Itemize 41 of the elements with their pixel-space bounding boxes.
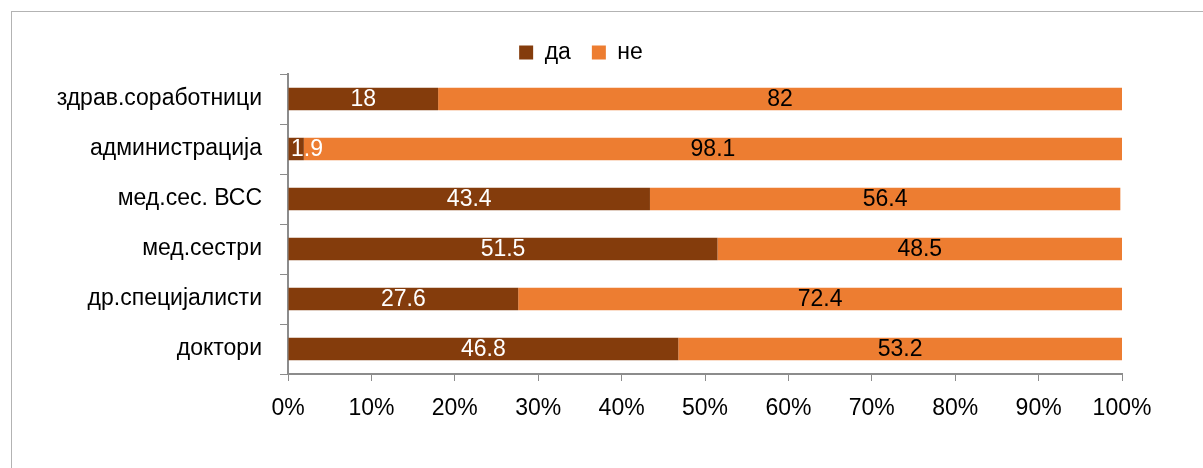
bar: [288, 287, 519, 311]
legend-label: не: [617, 37, 643, 64]
bar: [518, 287, 1122, 311]
y-tick-label: администрација: [90, 134, 263, 161]
y-tick-label: здрав.соработници: [56, 84, 262, 111]
x-tick-label: 60%: [765, 394, 812, 421]
x-tick-label: 20%: [431, 394, 478, 421]
bar: [288, 187, 650, 211]
y-tick-label: доктори: [176, 334, 262, 361]
data-label: 27.6: [380, 285, 426, 312]
data-label: 98.1: [690, 135, 736, 162]
y-tick-label: др.специјалисти: [87, 284, 262, 311]
data-label: 82: [767, 85, 793, 112]
x-tick-label: 70%: [848, 394, 895, 421]
x-tick-label: 10%: [348, 394, 395, 421]
x-tick-label: 0%: [271, 394, 305, 421]
x-tick-label: 30%: [515, 394, 562, 421]
x-tick-label: 50%: [681, 394, 729, 421]
bar: [288, 87, 439, 111]
data-label: 1.9: [290, 135, 323, 162]
bar: [288, 337, 679, 361]
data-label: 51.5: [480, 235, 526, 262]
x-tick-label: 100%: [1092, 394, 1152, 421]
data-label: 46.8: [461, 335, 506, 362]
data-label: 56.4: [862, 185, 908, 212]
y-tick-label: мед.сес. ВСС: [117, 184, 262, 211]
bar: [288, 237, 718, 261]
data-label: 18: [350, 85, 377, 112]
data-label: 43.4: [446, 185, 492, 212]
bar: [649, 187, 1121, 211]
legend-label: да: [544, 37, 572, 64]
bar: [438, 87, 1122, 111]
bar: [678, 337, 1122, 361]
bar: [717, 237, 1122, 261]
x-tick-label: 90%: [1015, 394, 1062, 421]
x-tick-label: 40%: [598, 394, 645, 421]
data-label: 48.5: [897, 235, 943, 262]
x-tick-label: 80%: [932, 394, 979, 421]
data-label: 53.2: [877, 335, 923, 362]
data-label: 72.4: [797, 285, 843, 312]
y-tick-label: мед.сестри: [142, 234, 262, 261]
